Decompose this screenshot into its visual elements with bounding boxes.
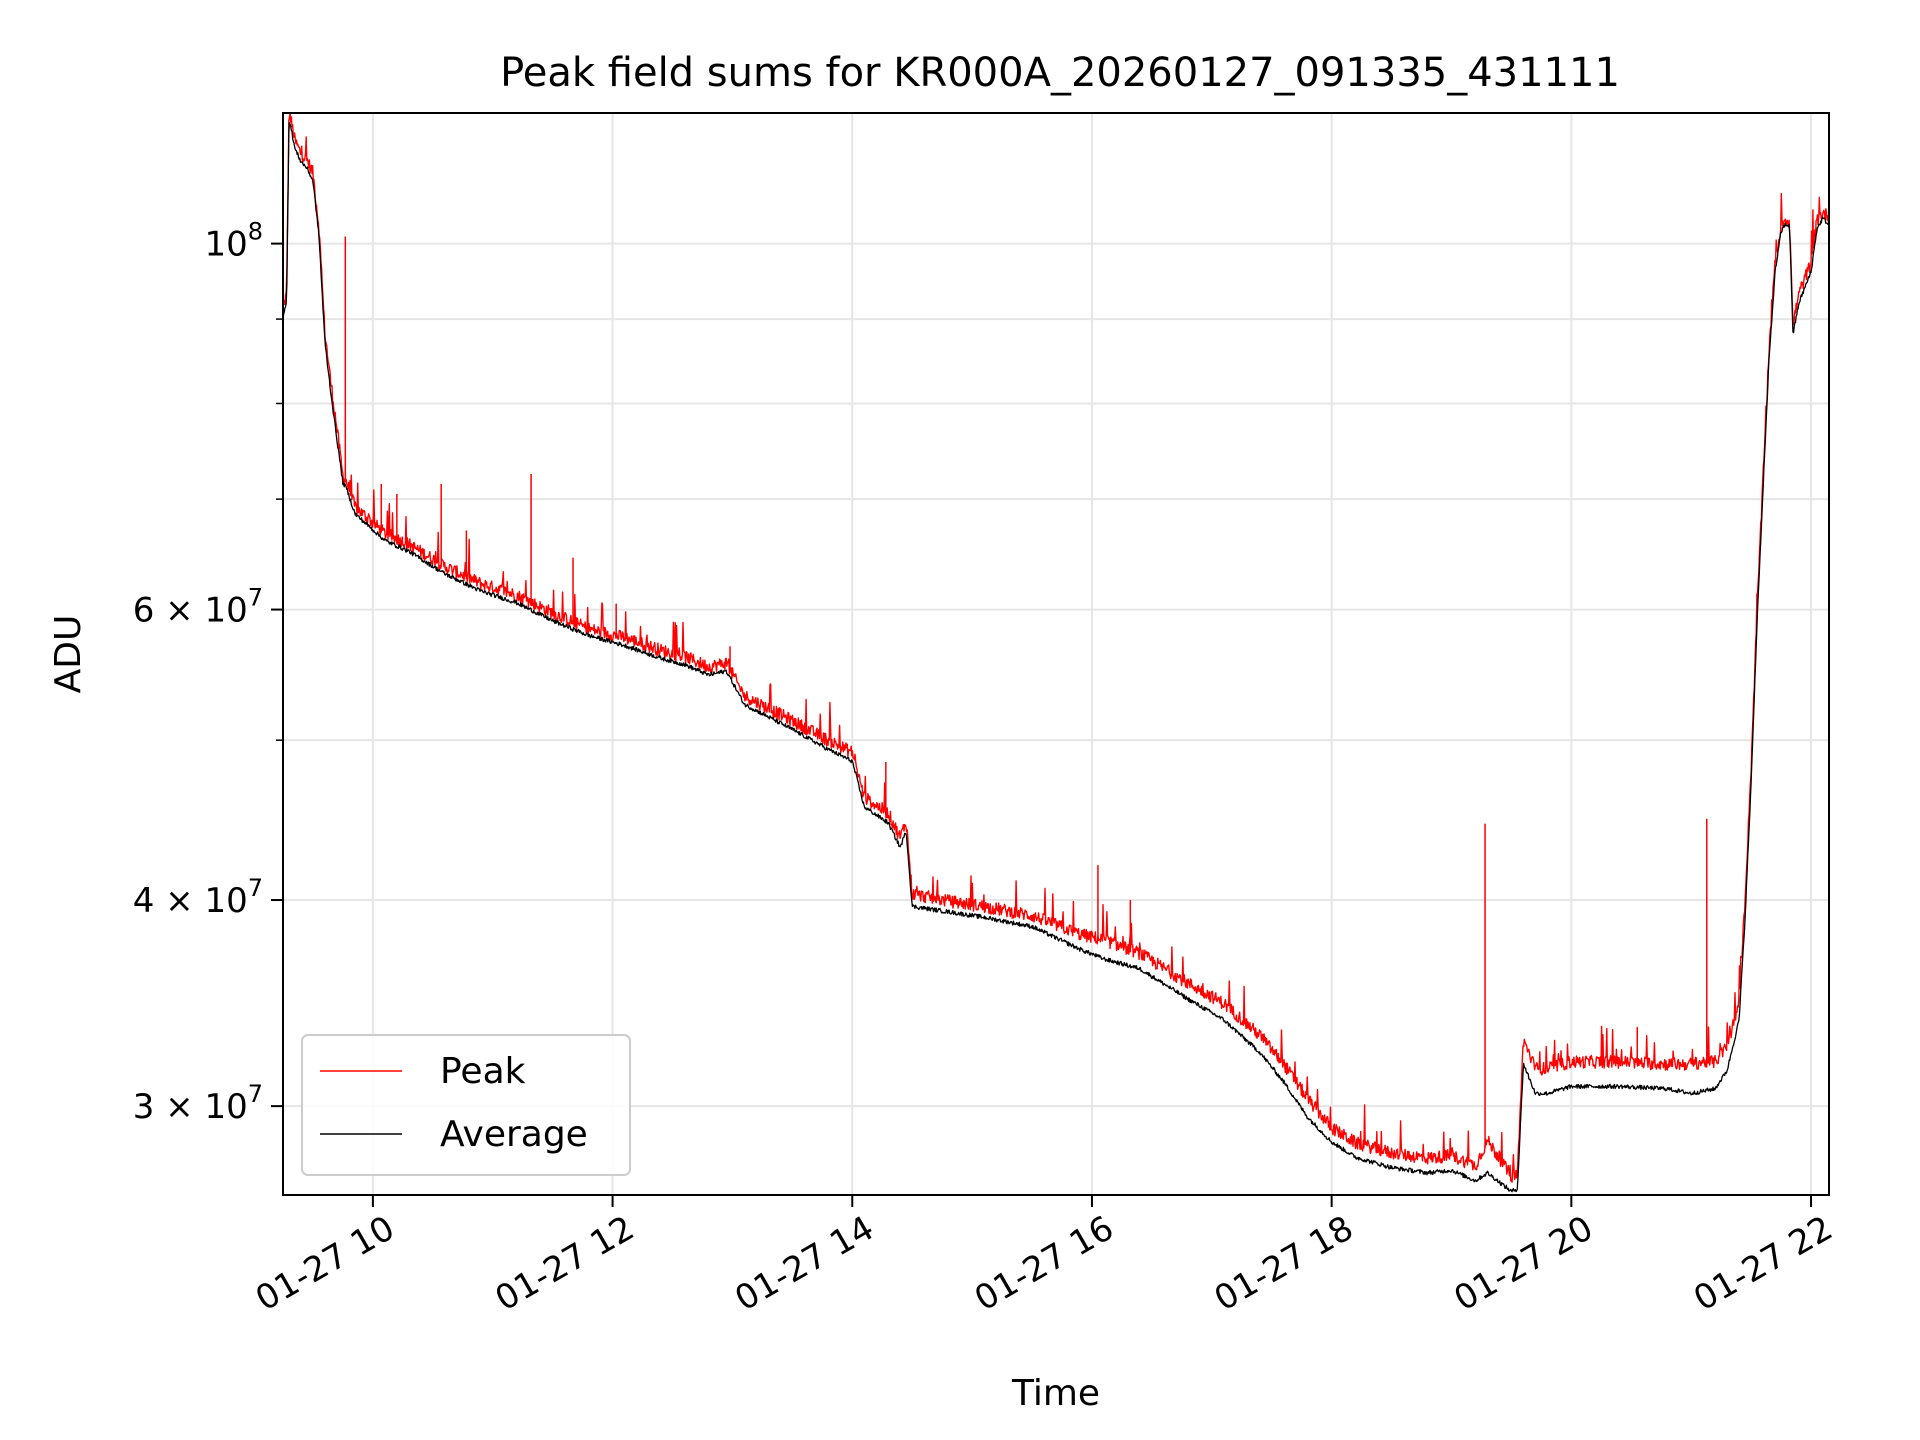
- grid: [283, 113, 1829, 1195]
- legend-peak-label: Peak: [440, 1051, 526, 1092]
- series-line-average: [283, 121, 1829, 1193]
- series-layer: [283, 113, 1829, 1193]
- y-tick-label-2: 4 × 107: [133, 874, 263, 921]
- legend-average-label: Average: [440, 1114, 588, 1155]
- x-axis-label: Time: [1011, 1373, 1100, 1414]
- y-tick-label-1: 6 × 107: [133, 584, 263, 631]
- y-axis-label: ADU: [48, 615, 89, 694]
- series-line-peak: [283, 113, 1829, 1183]
- chart-title: Peak field sums for KR000A_20260127_0913…: [500, 50, 1620, 96]
- legend: Peak Average: [301, 1034, 631, 1176]
- y-tick-label-3: 3 × 107: [133, 1080, 263, 1127]
- plot-frame: [282, 112, 1830, 1196]
- legend-frame: [301, 1034, 631, 1176]
